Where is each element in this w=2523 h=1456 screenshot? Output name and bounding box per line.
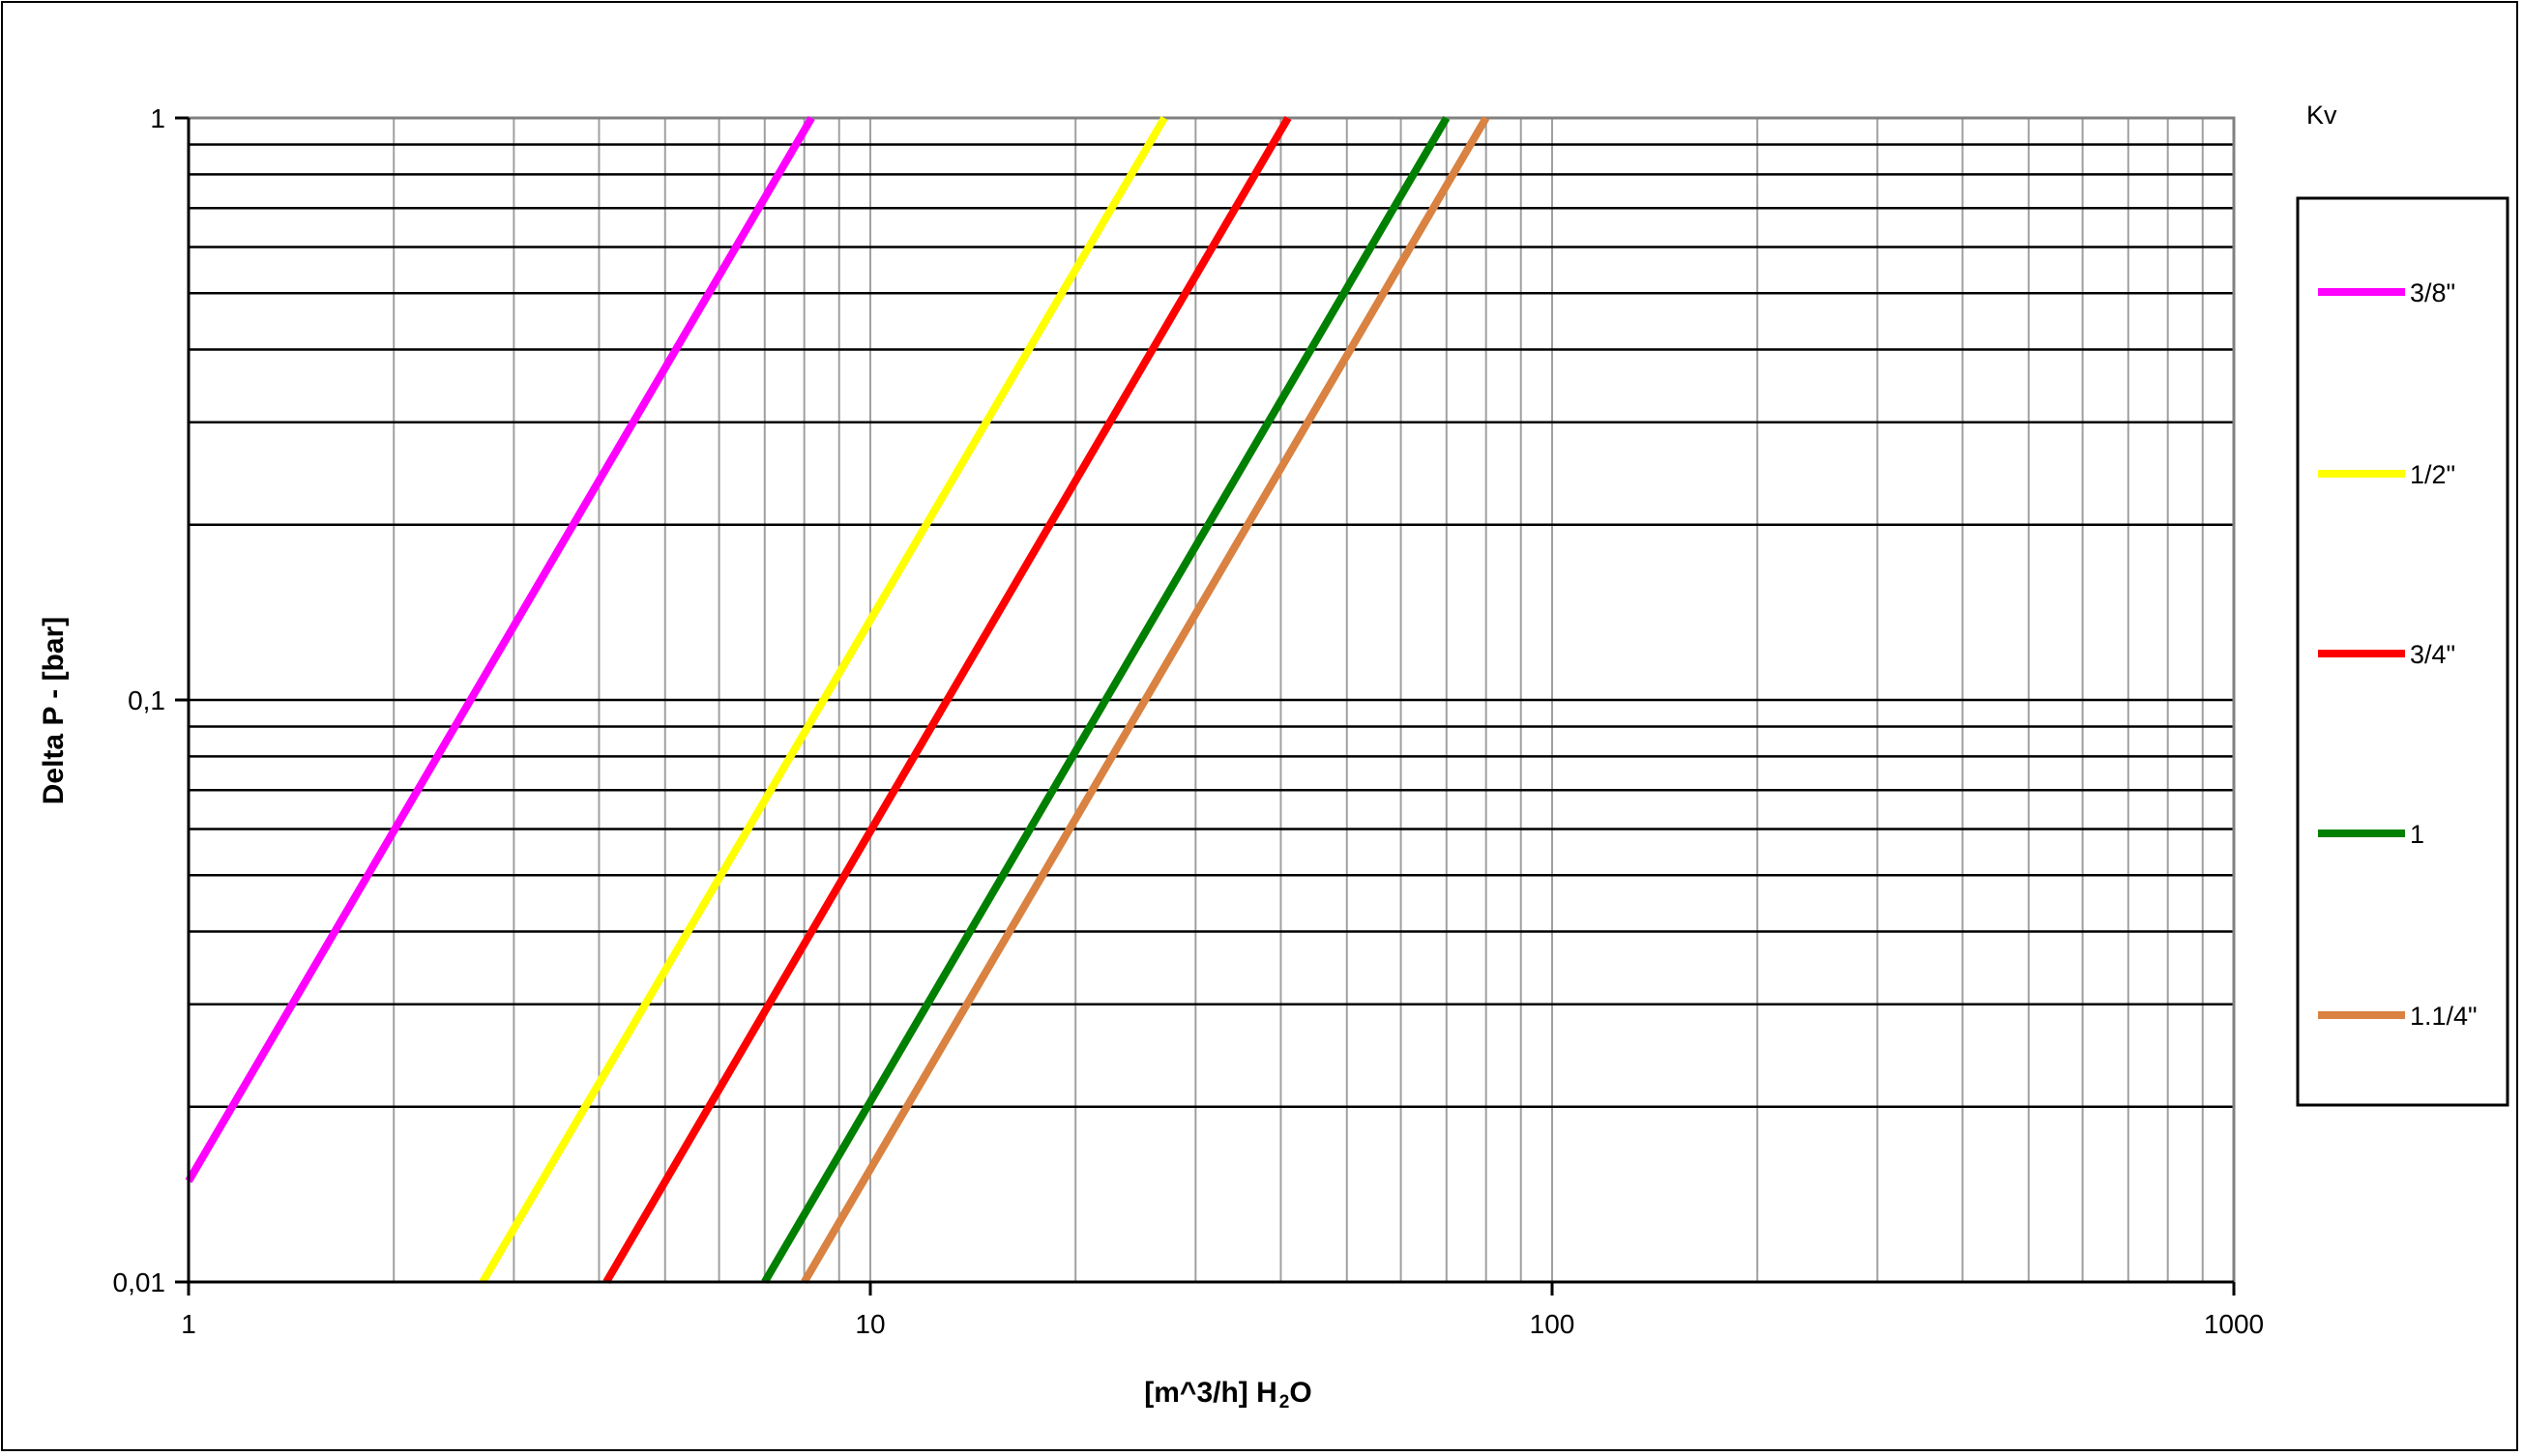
axes: 1 10 100 1000 0,01 0,1 1 <box>113 103 2265 1339</box>
y-tick-label: 0,1 <box>128 685 165 715</box>
legend-label: 1/2" <box>2410 460 2455 489</box>
legend-label: 3/8" <box>2410 278 2455 307</box>
x-tick-label: 1000 <box>2204 1309 2264 1339</box>
y-axis-title: Delta P - [bar] <box>38 617 70 805</box>
legend-title: Kv <box>2306 101 2337 130</box>
legend-entries: 3/8" 1/2" 3/4" 1 1.1/4" <box>2318 278 2478 1031</box>
legend-label: 1.1/4" <box>2410 1002 2478 1031</box>
series-line-2 <box>479 115 1168 1285</box>
x-axis-title-tail: O <box>1289 1377 1311 1409</box>
y-tick-label: 1 <box>150 103 165 133</box>
x-tick-label: 100 <box>1530 1309 1575 1339</box>
x-axis-title-main: [m^3/h] H <box>1144 1377 1277 1409</box>
x-tick-label: 10 <box>855 1309 885 1339</box>
legend-label: 1 <box>2410 820 2424 849</box>
series-line-4 <box>761 115 1451 1285</box>
series-line-1 <box>185 115 815 1183</box>
series-line-5 <box>801 115 1490 1285</box>
series-lines <box>185 115 1490 1285</box>
x-axis-title-subscript: 2 <box>1279 1392 1290 1412</box>
x-axis-title: [m^3/h] H 2O <box>1144 1377 1311 1412</box>
y-tick-label: 0,01 <box>113 1267 166 1297</box>
legend-label: 3/4" <box>2410 640 2455 669</box>
series-line-3 <box>602 115 1292 1285</box>
x-tick-label: 1 <box>181 1309 196 1339</box>
grid <box>189 118 2234 1282</box>
